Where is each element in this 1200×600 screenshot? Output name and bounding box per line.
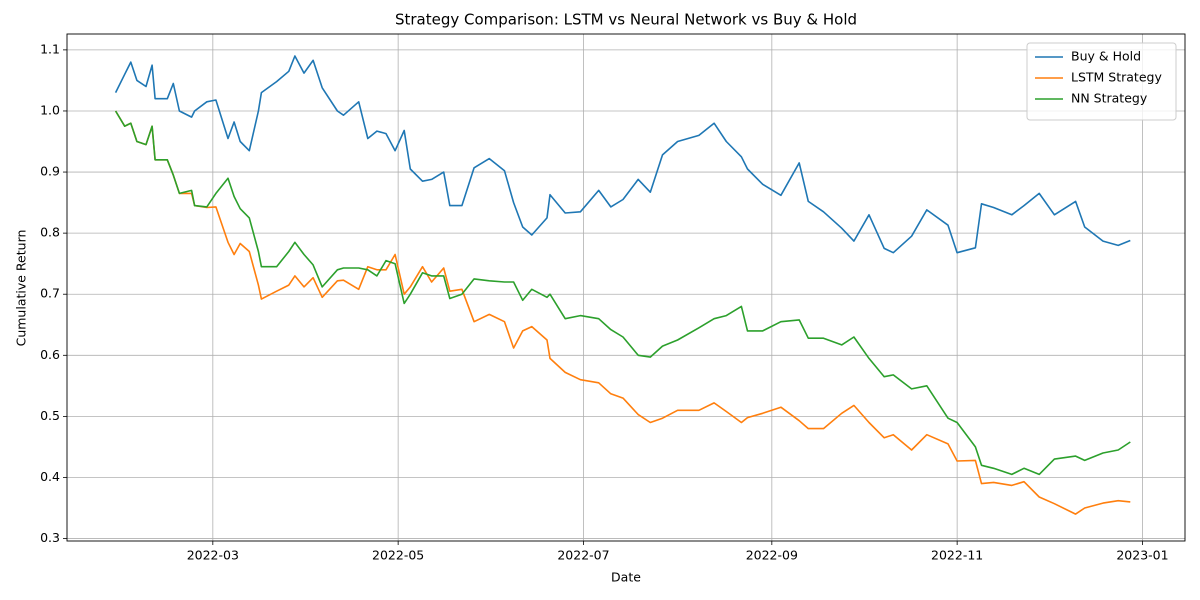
y-tick-label: 0.7 [40,286,60,301]
x-tick-label: 2022-07 [557,548,609,563]
y-tick-label: 1.1 [40,41,60,56]
y-tick-label: 0.5 [40,408,60,423]
line-series [114,110,1131,515]
line-series [114,55,1131,254]
legend-label: Buy & Hold [1071,49,1141,64]
x-tick-label: 2023-01 [1116,548,1168,563]
legend-label: NN Strategy [1071,91,1148,106]
x-tick-label: 2022-09 [746,548,798,563]
y-tick-label: 1.0 [40,102,60,117]
line-series [114,110,1131,476]
y-tick-label: 0.6 [40,347,60,362]
y-tick-label: 0.9 [40,164,60,179]
legend-label: LSTM Strategy [1071,70,1162,85]
x-tick-label: 2022-11 [931,548,983,563]
plot-frame [66,33,1186,542]
y-tick-label: 0.8 [40,225,60,240]
x-tick-label: 2022-03 [187,548,239,563]
x-axis-label: Date [611,570,641,585]
y-tick-label: 0.4 [40,469,60,484]
y-axis-label: Cumulative Return [14,230,29,347]
x-tick-label: 2022-05 [372,548,424,563]
y-tick-label: 0.3 [40,530,60,545]
legend-box [1026,42,1177,121]
chart-title: Strategy Comparison: LSTM vs Neural Netw… [395,11,857,29]
legend: Buy & Hold LSTM Strategy NN Strategy [1026,42,1177,121]
